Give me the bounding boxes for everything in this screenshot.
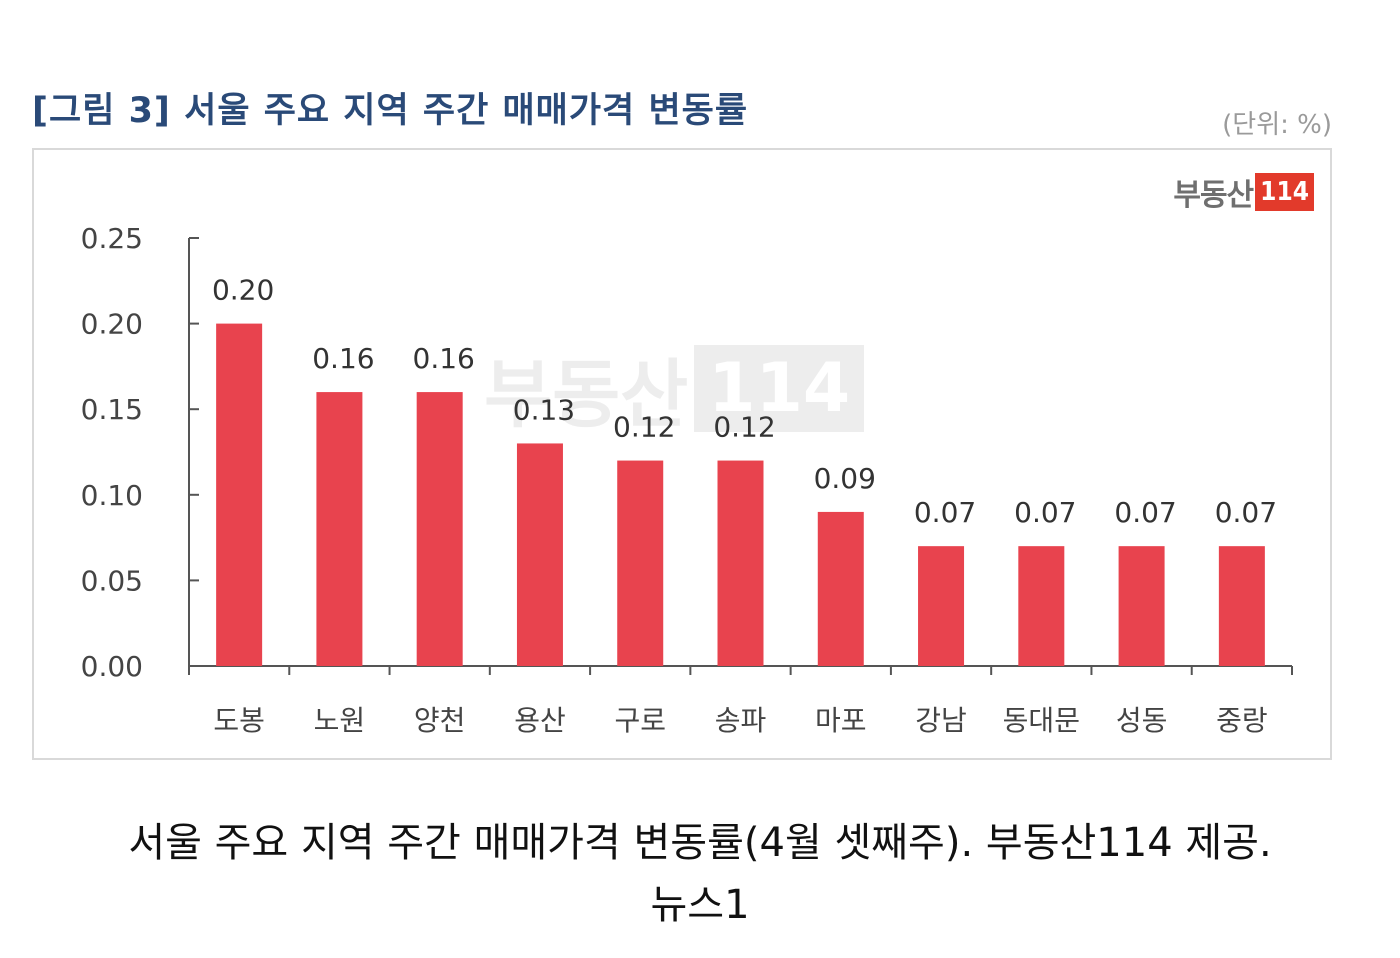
x-category-label: 용산 <box>514 704 566 737</box>
bar-value-label: 0.07 <box>1014 496 1076 529</box>
x-category-label: 송파 <box>715 704 767 737</box>
bar-value-label: 0.07 <box>1215 496 1277 529</box>
y-tick-label: 0.05 <box>81 564 143 597</box>
y-tick-label: 0.20 <box>81 308 143 341</box>
bar <box>918 546 965 666</box>
bar <box>617 460 664 666</box>
x-category-label: 동대문 <box>1003 704 1080 737</box>
logo-text: 부동산 <box>1173 178 1254 213</box>
bar-value-label: 0.12 <box>713 411 775 444</box>
bar <box>416 392 463 666</box>
chart-frame: 부동산 114 부동산 114 0.00 0.05 0.10 0.15 0.20 0.25… <box>32 148 1332 760</box>
bar-value-label: 0.16 <box>312 342 374 375</box>
x-category-label: 구로 <box>614 704 666 737</box>
bar <box>516 443 563 666</box>
x-category-label: 성동 <box>1116 704 1168 737</box>
x-category-label: 중랑 <box>1216 704 1268 737</box>
bar <box>216 323 263 666</box>
x-category-label: 강남 <box>915 704 967 737</box>
x-category-label: 양천 <box>414 704 466 737</box>
bar-value-label: 0.20 <box>212 274 274 307</box>
unit-label: (단위: %) <box>1222 110 1332 140</box>
bar <box>717 460 764 666</box>
y-tick-label: 0.15 <box>81 393 143 426</box>
logo-number: 114 <box>1255 173 1314 211</box>
bar-value-label: 0.13 <box>513 393 575 426</box>
caption-line-1: 서울 주요 지역 주간 매매가격 변동률(4월 셋째주). 부동산114 제공. <box>128 820 1272 866</box>
x-category-label: 노원 <box>314 704 366 737</box>
y-tick-label: 0.00 <box>81 650 143 683</box>
chart-title: [그림 3] 서울 주요 지역 주간 매매가격 변동률 <box>32 91 749 131</box>
x-category-label: 마포 <box>815 704 867 737</box>
bar <box>316 392 363 666</box>
bar <box>817 511 864 666</box>
bar <box>1118 546 1165 666</box>
bar-value-label: 0.07 <box>914 496 976 529</box>
x-category-label: 도봉 <box>213 704 265 737</box>
bar-chart: 0.00 0.05 0.10 0.15 0.20 0.25 0.20 도봉 0.16 노원 0.16… <box>81 222 1293 737</box>
bar <box>1218 546 1265 666</box>
bar <box>1018 546 1065 666</box>
y-tick-label: 0.25 <box>81 222 143 255</box>
bar-value-label: 0.12 <box>613 411 675 444</box>
caption: 서울 주요 지역 주간 매매가격 변동률(4월 셋째주). 부동산114 제공.… <box>0 812 1400 936</box>
caption-line-2: 뉴스1 <box>650 882 750 928</box>
bar-value-label: 0.16 <box>413 342 475 375</box>
bar-value-label: 0.09 <box>814 462 876 495</box>
brand-logo: 부동산 114 <box>1173 170 1314 214</box>
y-tick-label: 0.10 <box>81 479 143 512</box>
bar-value-label: 0.07 <box>1114 496 1176 529</box>
